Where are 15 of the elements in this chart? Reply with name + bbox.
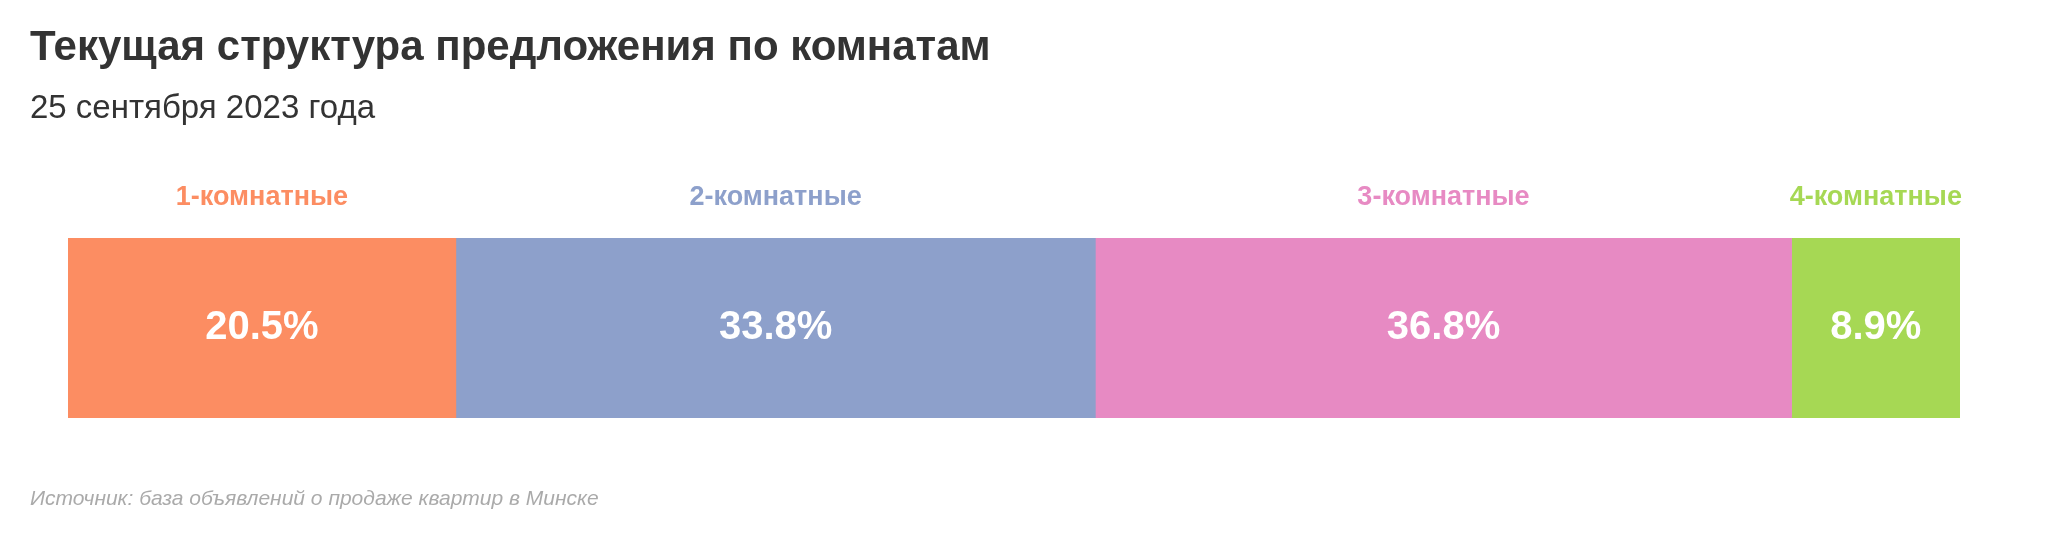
series-label: 4-комнатные (1789, 181, 1962, 212)
series-label: 3-комнатные (1357, 181, 1530, 212)
data-label: 36.8% (1386, 303, 1501, 348)
data-label: 33.8% (718, 303, 833, 348)
series-label: 2-комнатные (689, 181, 862, 212)
bar (455, 238, 1096, 418)
chart-title: Текущая структура предложения по комнатам (30, 22, 991, 70)
bar (68, 238, 457, 418)
bar (1095, 238, 1792, 418)
chart-subtitle: 25 сентября 2023 года (30, 88, 375, 126)
bar (1791, 238, 1960, 418)
text: Источник: база объявлений о продаже квартир в Минске (30, 486, 599, 510)
data-label: 20.5% (205, 303, 319, 348)
series-label: 1-комнатные (175, 181, 349, 212)
data-label: 8.9% (1830, 303, 1922, 348)
